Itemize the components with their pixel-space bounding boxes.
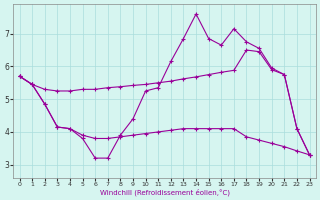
X-axis label: Windchill (Refroidissement éolien,°C): Windchill (Refroidissement éolien,°C)	[100, 188, 229, 196]
